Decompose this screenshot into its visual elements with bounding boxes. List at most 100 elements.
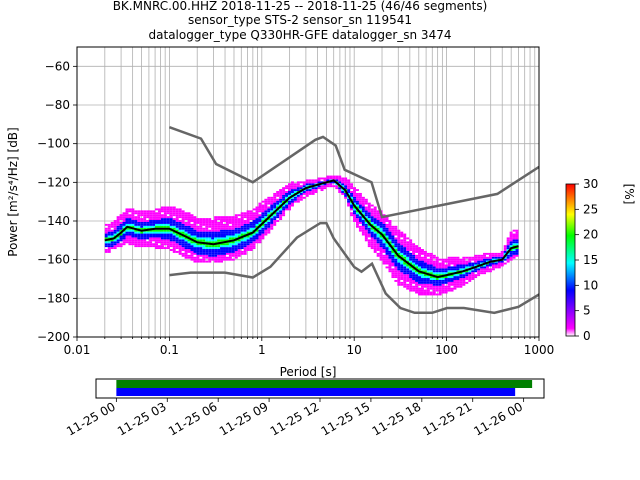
psd-cell <box>364 239 368 242</box>
psd-cell <box>279 218 283 221</box>
psd-cell <box>347 185 351 188</box>
psd-cell <box>166 221 170 224</box>
psd-cell <box>146 220 150 222</box>
psd-cell <box>202 247 206 250</box>
psd-cell <box>172 233 176 236</box>
psd-cell <box>122 212 126 215</box>
psd-cell <box>509 249 513 251</box>
psd-cell <box>302 183 306 186</box>
psd-cell <box>116 235 120 238</box>
psd-cell <box>468 272 472 275</box>
psd-cell <box>243 243 247 246</box>
psd-cell <box>276 214 280 217</box>
psd-cell <box>163 220 167 222</box>
psd-cell <box>199 227 203 230</box>
psd-cell <box>107 247 111 250</box>
psd-cell <box>252 247 256 250</box>
psd-cell <box>116 231 120 234</box>
psd-cell <box>205 256 209 259</box>
psd-cell <box>152 245 156 248</box>
psd-cell <box>172 223 176 226</box>
psd-cell <box>231 241 235 244</box>
psd-cell <box>205 250 209 253</box>
psd-cell <box>160 241 164 244</box>
psd-cell <box>134 239 138 242</box>
psd-cell <box>290 192 294 195</box>
psd-cell <box>353 216 356 219</box>
timeline-bar-psd <box>116 388 516 396</box>
psd-cell <box>361 218 365 221</box>
colorbar-tick-label: 5 <box>583 304 591 318</box>
psd-cell <box>500 250 504 253</box>
psd-cell <box>385 227 389 230</box>
psd-cell <box>450 270 454 273</box>
psd-cell <box>441 272 445 275</box>
psd-cell <box>506 254 510 257</box>
psd-cell <box>335 177 339 180</box>
psd-cell <box>237 254 241 257</box>
psd-cell <box>323 187 327 190</box>
psd-cell <box>423 266 427 269</box>
psd-cell <box>107 250 111 253</box>
psd-cell <box>515 250 519 253</box>
psd-cell <box>199 231 203 234</box>
psd-cell <box>125 237 129 240</box>
psd-cell <box>403 268 407 271</box>
psd-cell <box>137 237 141 240</box>
psd-cell <box>228 249 232 251</box>
psd-cell <box>246 231 250 234</box>
psd-cell <box>512 250 516 253</box>
psd-cell <box>423 289 427 292</box>
psd-cell <box>116 220 120 222</box>
psd-cell <box>104 229 108 232</box>
psd-cell <box>199 235 203 238</box>
psd-cell <box>480 268 484 271</box>
psd-cell <box>477 262 481 265</box>
psd-cell <box>314 189 318 192</box>
psd-cell <box>394 233 398 236</box>
psd-cell <box>119 223 123 226</box>
psd-cell <box>456 279 460 282</box>
psd-cell <box>385 231 389 234</box>
psd-cell <box>246 216 250 219</box>
psd-cell <box>423 264 427 267</box>
psd-cell <box>400 272 404 275</box>
psd-cell <box>146 231 150 234</box>
psd-cell <box>497 266 501 269</box>
psd-cell <box>261 210 265 213</box>
psd-cell <box>367 202 371 205</box>
psd-cell <box>459 264 463 267</box>
psd-cell <box>196 237 200 240</box>
psd-cell <box>388 266 392 269</box>
psd-cell <box>450 258 454 261</box>
psd-cell <box>394 239 398 242</box>
psd-cell <box>350 192 354 195</box>
psd-cell <box>193 249 197 251</box>
psd-cell <box>441 283 445 286</box>
psd-cell <box>217 229 221 232</box>
psd-cell <box>426 279 430 282</box>
psd-cell <box>370 237 374 240</box>
psd-cell <box>305 183 309 186</box>
psd-cell <box>503 250 507 253</box>
psd-cell <box>214 221 218 224</box>
psd-cell <box>158 235 161 238</box>
psd-cell <box>122 237 126 240</box>
psd-cell <box>125 221 129 224</box>
colorbar-gradient <box>565 183 576 337</box>
psd-cell <box>370 208 374 211</box>
psd-cell <box>196 258 200 261</box>
psd-cell <box>308 191 312 193</box>
psd-cell <box>432 287 436 290</box>
psd-cell <box>500 264 504 267</box>
psd-cell <box>158 210 161 213</box>
psd-cell <box>367 206 371 209</box>
timeline-bar-data <box>116 380 533 388</box>
psd-cell <box>400 245 404 248</box>
psd-cell <box>249 210 253 213</box>
psd-cell <box>143 220 147 222</box>
psd-cell <box>246 237 250 240</box>
psd-cell <box>184 250 188 253</box>
psd-cell <box>418 293 421 296</box>
psd-cell <box>225 256 229 259</box>
